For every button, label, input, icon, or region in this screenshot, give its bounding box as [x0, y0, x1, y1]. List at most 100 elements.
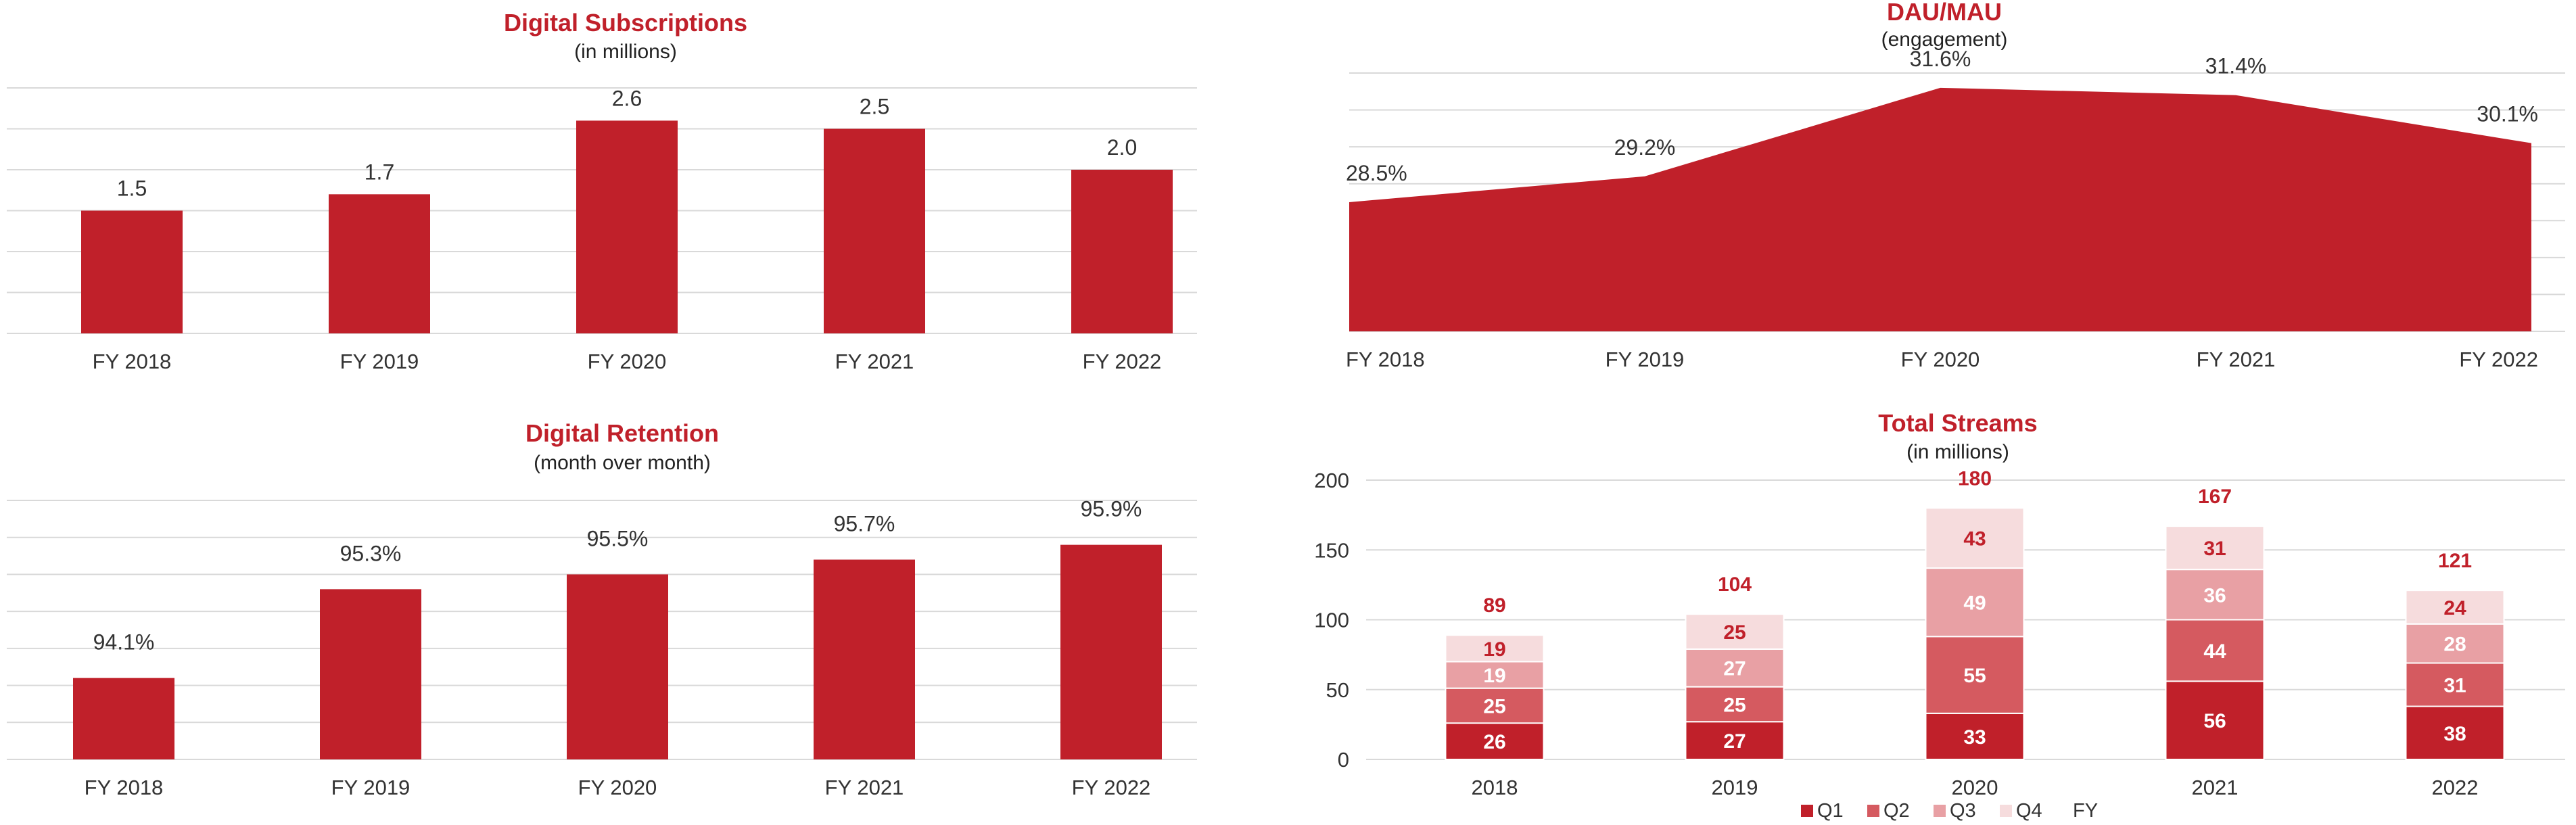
- x-tick-label: FY 2022: [1072, 776, 1151, 799]
- legend-label: Q1: [1817, 800, 1844, 822]
- data-label: 1.7: [365, 160, 394, 184]
- legend-label: Q4: [2016, 800, 2042, 822]
- data-label: 30.1%: [2477, 102, 2538, 126]
- segment-label: 31: [2443, 675, 2466, 697]
- chart-title: DAU/MAU: [1887, 0, 2002, 26]
- bar-segment-q2: [1445, 687, 1545, 724]
- x-tick-label: FY 2019: [1606, 348, 1685, 371]
- data-label: 2.0: [1107, 135, 1137, 160]
- chart-subtitle: (in millions): [574, 41, 677, 63]
- segment-label: 49: [1963, 592, 1986, 615]
- chart-title: Digital Subscriptions: [504, 9, 747, 37]
- bar: [1060, 544, 1162, 759]
- bar-segment-q1: [2405, 705, 2505, 761]
- bar: [576, 120, 678, 333]
- x-tick-label: FY 2020: [588, 350, 667, 373]
- data-label: 31.6%: [1910, 47, 1971, 71]
- x-tick-label: FY 2020: [578, 776, 657, 799]
- bar: [814, 559, 915, 759]
- bar-segment-q4: [1925, 507, 2025, 569]
- x-tick-label: FY 2022: [2459, 348, 2538, 371]
- data-label: 31.4%: [2205, 54, 2267, 78]
- bar-segment-q3: [2405, 623, 2505, 664]
- data-label: 1.5: [117, 176, 147, 201]
- segment-label: 56: [2203, 710, 2226, 732]
- total-label: 121: [2438, 550, 2472, 572]
- segment-label: 38: [2443, 723, 2466, 745]
- dau-mau-chart: DAU/MAU(engagement) 28.5% FY 2018 29.2% FY 2…: [1346, 0, 2565, 371]
- bar: [329, 194, 430, 333]
- x-tick-label: FY 2019: [340, 350, 419, 373]
- legend-label: FY: [2073, 800, 2098, 822]
- bar: [1071, 170, 1173, 333]
- bar-segment-q3: [1925, 567, 2025, 638]
- segment-label: 19: [1483, 638, 1505, 661]
- digital-retention-chart: Digital Retention (month over month) 94.1%…: [7, 419, 1197, 799]
- x-tick-label: FY 2022: [1083, 350, 1162, 373]
- x-tick-label: FY 2021: [825, 776, 904, 799]
- legend: Q1 Q2 Q3 Q4 FY: [1801, 800, 2098, 822]
- segment-label: 25: [1483, 695, 1505, 717]
- x-tick-label: 2022: [2432, 776, 2479, 799]
- bar: [81, 210, 183, 333]
- bar-segment-q1: [2165, 680, 2265, 760]
- x-tick-label: FY 2020: [1901, 348, 1980, 371]
- x-tick-label: FY 2021: [2197, 348, 2276, 371]
- segment-label: 43: [1963, 528, 1986, 550]
- total-label: 104: [1718, 573, 1752, 596]
- data-label: 29.2%: [1614, 135, 1676, 160]
- y-tick-label: 150: [1314, 538, 1349, 562]
- legend-swatch: [1934, 805, 1946, 817]
- bar: [320, 589, 421, 759]
- legend-swatch: [1867, 805, 1879, 817]
- data-label: 2.6: [612, 86, 642, 110]
- data-label: 95.3%: [340, 541, 402, 565]
- bar-segment-q2: [2405, 662, 2505, 707]
- legend-label: Q3: [1950, 800, 1976, 822]
- legend-swatch: [2000, 805, 2012, 817]
- chart-subtitle: (in millions): [1906, 441, 2009, 463]
- bar-segment-q3: [1445, 661, 1545, 689]
- bar-segment-q4: [2405, 590, 2505, 625]
- segment-label: 24: [2443, 597, 2466, 619]
- legend-label: Q2: [1883, 800, 1910, 822]
- segment-label: 25: [1723, 621, 1746, 644]
- segment-label: 25: [1723, 694, 1746, 716]
- segment-label: 31: [2203, 538, 2226, 560]
- bar: [73, 678, 174, 759]
- data-label: 28.5%: [1346, 161, 1407, 185]
- x-tick-label: FY 2018: [93, 350, 172, 373]
- total-label: 180: [1958, 467, 1992, 490]
- total-label: 167: [2198, 486, 2232, 508]
- segment-label: 33: [1963, 726, 1986, 749]
- data-label: 95.5%: [587, 526, 649, 550]
- segment-label: 26: [1483, 731, 1505, 753]
- bar: [567, 574, 668, 759]
- chart-title: Total Streams: [1878, 409, 2037, 437]
- segment-label: 19: [1483, 665, 1505, 687]
- segment-label: 28: [2443, 634, 2466, 656]
- total-streams-chart: Total Streams (in millions) 0 50 100 150 200 26…: [1314, 409, 2565, 822]
- total-label: 89: [1483, 594, 1505, 617]
- x-tick-label: FY 2021: [835, 350, 914, 373]
- data-label: 95.9%: [1081, 497, 1142, 521]
- legend-swatch: [1801, 805, 1813, 817]
- chart-subtitle: (month over month): [534, 452, 711, 474]
- bar-segment-q3: [1685, 648, 1785, 688]
- y-tick-label: 100: [1314, 609, 1349, 632]
- x-tick-label: 2019: [1712, 776, 1758, 799]
- data-label: 95.7%: [834, 512, 895, 536]
- bar-segment-q3: [2165, 569, 2265, 621]
- segment-label: 36: [2203, 584, 2226, 607]
- x-tick-label: 2021: [2192, 776, 2239, 799]
- x-tick-label: 2020: [1952, 776, 1998, 799]
- segment-label: 55: [1963, 665, 1986, 687]
- bar-segment-q4: [2165, 525, 2265, 571]
- data-label: 2.5: [860, 95, 889, 119]
- bar-segment-q4: [1445, 634, 1545, 663]
- y-tick-label: 0: [1338, 748, 1349, 772]
- bar-segment-q2: [1925, 636, 2025, 714]
- chart-subtitle: (engagement): [1881, 28, 2008, 51]
- x-tick-label: FY 2018: [1346, 348, 1425, 371]
